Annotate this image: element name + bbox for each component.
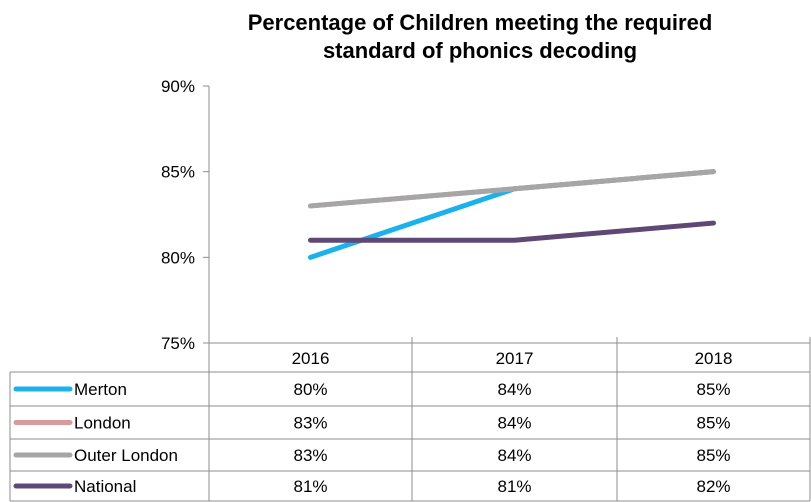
table-cell-value: 83% bbox=[293, 446, 327, 465]
legend-label: Merton bbox=[74, 380, 127, 399]
table-cell-value: 85% bbox=[696, 380, 730, 399]
category-label: 2016 bbox=[292, 349, 330, 368]
table-cell-value: 81% bbox=[293, 477, 327, 496]
table-cell-value: 85% bbox=[696, 446, 730, 465]
series-line bbox=[308, 220, 716, 243]
table-cell-value: 82% bbox=[696, 477, 730, 496]
chart-title: Percentage of Children meeting the requi… bbox=[150, 9, 810, 65]
table-cell-value: 85% bbox=[696, 414, 730, 433]
category-label: 2018 bbox=[695, 349, 733, 368]
legend-label: National bbox=[74, 477, 136, 496]
table-cell-value: 84% bbox=[497, 446, 531, 465]
legend-label: London bbox=[74, 414, 131, 433]
category-label: 2017 bbox=[496, 349, 534, 368]
chart-title-line-1: Percentage of Children meeting the requi… bbox=[247, 10, 713, 35]
series-line bbox=[308, 169, 716, 260]
table-cell-value: 83% bbox=[293, 414, 327, 433]
y-tick-label: 75% bbox=[161, 334, 195, 353]
series-line bbox=[308, 169, 716, 209]
y-tick-label: 85% bbox=[161, 163, 195, 182]
table-cell-value: 80% bbox=[293, 380, 327, 399]
table-cell-value: 84% bbox=[497, 380, 531, 399]
y-tick-label: 80% bbox=[161, 248, 195, 267]
y-tick-label: 90% bbox=[161, 77, 195, 96]
table-cell-value: 84% bbox=[497, 414, 531, 433]
table-cell-value: 81% bbox=[497, 477, 531, 496]
chart-title-line-2: standard of phonics decoding bbox=[322, 38, 638, 63]
legend-label: Outer London bbox=[74, 446, 178, 465]
